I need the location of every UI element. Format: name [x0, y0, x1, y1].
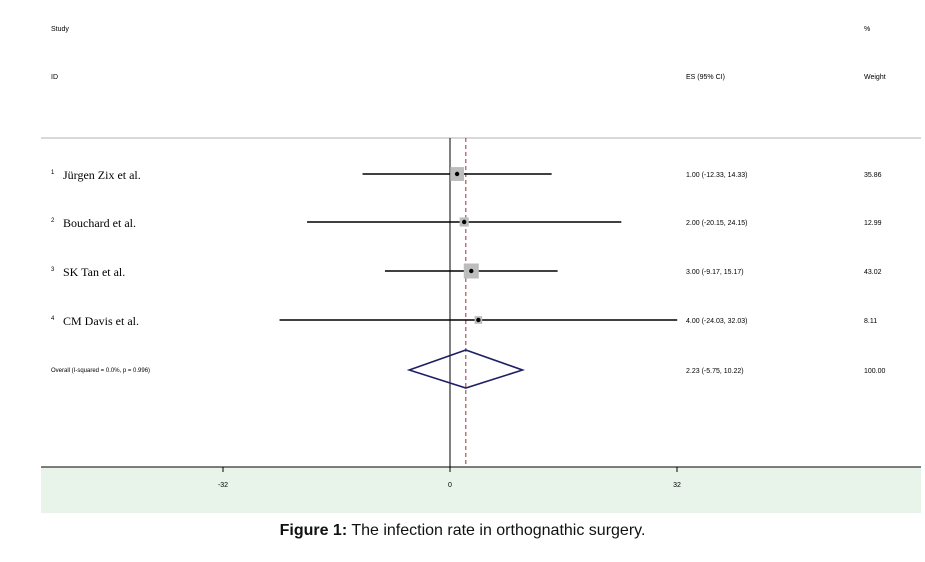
weight-value: 8.11 — [864, 318, 877, 325]
study-number: 1 — [51, 170, 55, 176]
header-es-ci: ES (95% CI) — [686, 74, 725, 81]
study-number: 4 — [51, 316, 55, 322]
x-tick-label: 32 — [673, 482, 681, 489]
es-ci-value: 1.00 (-12.33, 14.33) — [686, 172, 748, 179]
weight-value: 12.99 — [864, 220, 882, 227]
overall-diamond — [406, 349, 526, 389]
caption-text: The infection rate in orthognathic surge… — [347, 522, 646, 539]
caption-label: Figure 1: — [279, 522, 348, 539]
header-id: ID — [51, 74, 58, 81]
point-estimate — [461, 219, 467, 225]
header-percent: % — [864, 26, 870, 33]
es-ci-value: 3.00 (-9.17, 15.17) — [686, 269, 744, 276]
overall-label: Overall (I-squared = 0.0%, p = 0.996) — [51, 368, 150, 374]
figure-caption: Figure 1: The infection rate in orthogna… — [0, 522, 925, 540]
study-name: Bouchard et al. — [63, 216, 136, 230]
weight-value: 43.02 — [864, 269, 882, 276]
point-estimate — [454, 171, 460, 177]
es-ci-value: 4.00 (-24.03, 32.03) — [686, 318, 748, 325]
study-name: SK Tan et al. — [63, 265, 125, 279]
header-weight: Weight — [864, 74, 886, 81]
study-number: 2 — [51, 218, 55, 224]
overall-es-ci-value: 2.23 (-5.75, 10.22) — [686, 368, 744, 375]
weight-value: 35.86 — [864, 172, 882, 179]
forest-plot: Study ID ES (95% CI)% Weight 1 Jürgen Zix et … — [41, 26, 921, 513]
axis-band — [41, 467, 921, 513]
point-estimate — [469, 268, 474, 274]
header-study: Study — [51, 26, 69, 33]
study-number: 3 — [51, 267, 55, 273]
es-ci-value: 2.00 (-20.15, 24.15) — [686, 220, 748, 227]
x-tick-label: -32 — [218, 482, 228, 489]
study-name: Jürgen Zix et al. — [63, 168, 141, 182]
x-tick-label: 0 — [448, 482, 452, 489]
study-name: CM Davis et al. — [63, 314, 139, 328]
overall-weight-value: 100.00 — [864, 368, 886, 375]
point-estimate — [476, 317, 481, 323]
